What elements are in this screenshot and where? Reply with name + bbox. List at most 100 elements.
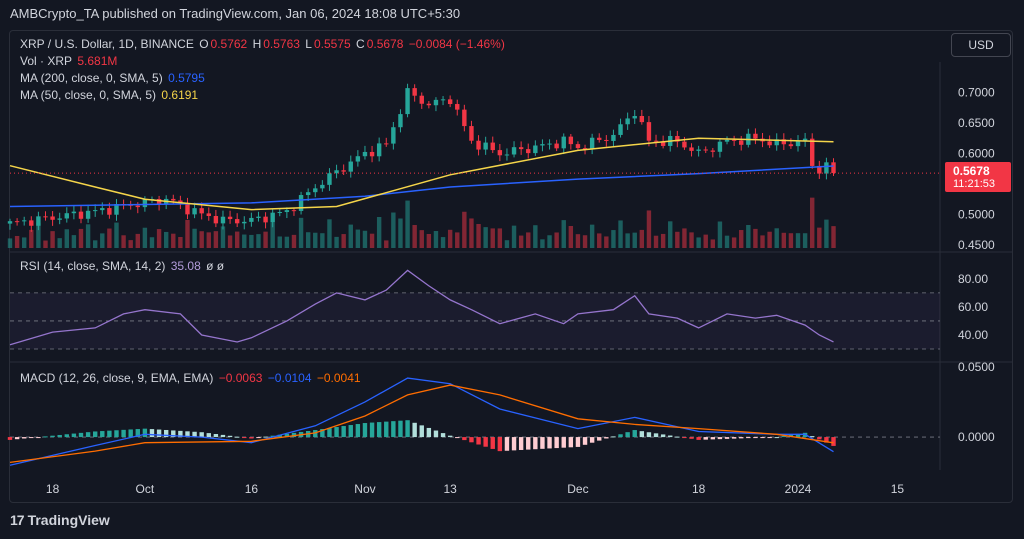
candle-body [29, 220, 34, 226]
candle-body [554, 143, 559, 149]
macd-histogram-bar [469, 437, 474, 443]
macd-histogram-bar [703, 437, 708, 440]
volume-bar [36, 222, 41, 248]
volume-legend: Vol · XRP 5.681M [20, 54, 119, 68]
macd-histogram-bar [412, 422, 417, 438]
macd-histogram-bar [582, 437, 588, 445]
volume-bar [618, 220, 623, 248]
candle-body [78, 211, 84, 219]
macd-value-3: −0.0041 [316, 371, 361, 385]
candle-body [696, 149, 701, 151]
macd-histogram-bar [746, 437, 751, 439]
macd-histogram-bar [341, 426, 346, 438]
volume-bar [604, 236, 609, 248]
rsi-tick-label: 80.00 [958, 272, 988, 286]
currency-button[interactable]: USD [951, 33, 1011, 57]
candle-body [533, 145, 538, 154]
macd-histogram-bar [263, 436, 268, 438]
macd-histogram-bar [561, 437, 566, 448]
macd-histogram-bar [817, 437, 822, 440]
candle-body [824, 162, 829, 174]
macd-histogram-bar [78, 432, 84, 438]
macd-histogram-bar [824, 437, 829, 443]
volume-bar [440, 237, 446, 248]
macd-histogram-bar [362, 423, 368, 438]
macd-histogram-bar [575, 437, 581, 447]
macd-histogram-bar [220, 434, 226, 438]
volume-bar [298, 217, 304, 248]
tradingview-brand: 17 TradingView [10, 512, 110, 528]
macd-histogram-bar [547, 437, 552, 449]
rsi-line [9, 269, 834, 346]
macd-histogram-bar [156, 429, 162, 438]
candle-body [561, 136, 566, 149]
volume-bar [795, 233, 801, 248]
candle-body [156, 199, 162, 205]
volume-bar [653, 235, 659, 248]
macd-histogram-bar [64, 434, 69, 438]
candle-body [341, 170, 346, 172]
macd-histogram-bar [668, 435, 673, 438]
volume-bar [703, 234, 708, 248]
volume-bar [561, 220, 566, 248]
candle-body [43, 216, 48, 218]
candle-body [270, 212, 275, 223]
candle-body [192, 208, 197, 215]
volume-bar [376, 216, 382, 248]
candle-body [284, 210, 290, 213]
macd-histogram-bar [504, 437, 510, 451]
candle-body [540, 144, 545, 146]
candle-body [185, 203, 190, 215]
candle-body [327, 173, 332, 185]
macd-histogram-bar [185, 431, 190, 438]
macd-label: MACD (12, 26, close, 9, EMA, EMA) [20, 371, 214, 385]
macd-histogram-bar [256, 437, 261, 439]
volume-bar [597, 233, 602, 248]
candle-body [92, 210, 98, 212]
volume-bar [7, 238, 13, 248]
candle-body [753, 133, 758, 139]
volume-bar [575, 234, 581, 248]
volume-bar [199, 231, 204, 248]
volume-bar [391, 212, 396, 248]
candle-body [462, 109, 467, 127]
candle-body [178, 200, 183, 204]
volume-bar [92, 240, 98, 248]
macd-histogram-bar [107, 430, 112, 438]
candle-body [405, 88, 410, 115]
volume-bar [21, 237, 27, 248]
candle-body [781, 139, 787, 145]
candle-body [14, 221, 20, 223]
volume-bar [64, 229, 69, 248]
volume-bar [504, 240, 510, 248]
candle-body [36, 216, 41, 226]
volume-bar [263, 231, 268, 248]
volume-bar [455, 232, 460, 248]
candle-body [447, 99, 453, 105]
candle-body [391, 127, 396, 144]
macd-histogram-bar [50, 435, 55, 438]
macd-histogram-bar [178, 430, 183, 438]
open-label: O [199, 37, 209, 51]
candle-body [419, 95, 424, 104]
macd-histogram-bar [476, 437, 481, 445]
candle-body [362, 151, 368, 157]
volume-bar [107, 228, 112, 248]
macd-histogram-bar [625, 432, 630, 438]
symbol-legend: XRP / U.S. Dollar, 1D, BINANCE O 0.5762 H… [20, 37, 507, 51]
volume-bar [149, 237, 155, 248]
volume-bar [511, 225, 517, 248]
macd-histogram-bar [57, 434, 62, 438]
candle-body [802, 138, 808, 142]
candle-body [490, 142, 495, 151]
volume-bar [589, 224, 595, 248]
candle-body [227, 216, 233, 220]
x-tick-label: 18 [692, 482, 706, 496]
macd-histogram-bar [313, 430, 318, 438]
volume-bar [483, 227, 488, 248]
signal-line [9, 384, 834, 464]
candle-body [547, 143, 552, 145]
volume-bar [447, 229, 453, 248]
macd-histogram-bar [618, 434, 623, 438]
